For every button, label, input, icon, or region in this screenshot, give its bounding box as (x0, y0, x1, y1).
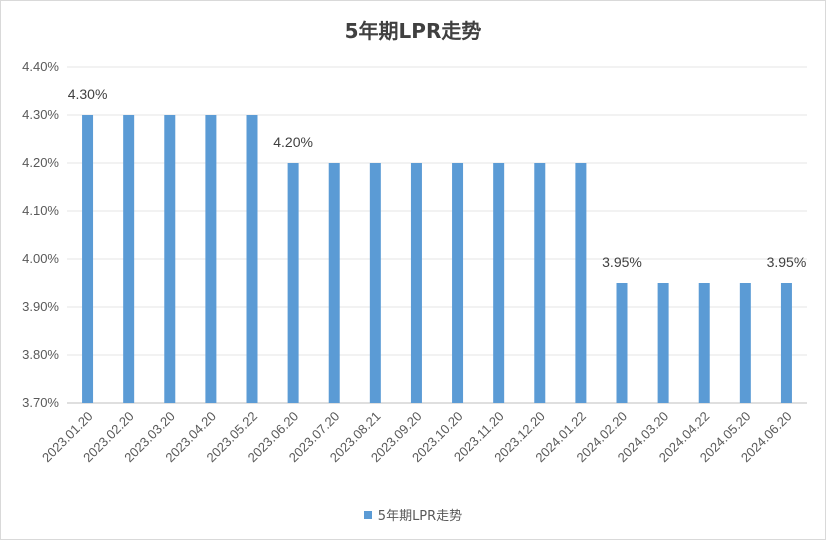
y-tick-label: 3.90% (22, 299, 59, 314)
data-label: 3.95% (602, 254, 642, 270)
bar (780, 283, 792, 403)
bar (82, 115, 94, 403)
y-tick-label: 4.20% (22, 155, 59, 170)
y-tick-label: 3.80% (22, 347, 59, 362)
legend: 5年期LPR走势 (1, 505, 825, 524)
y-tick-label: 4.40% (22, 59, 59, 74)
bar (410, 163, 422, 403)
y-tick-label: 4.10% (22, 203, 59, 218)
bar (205, 115, 217, 403)
y-tick-label: 4.00% (22, 251, 59, 266)
bar (328, 163, 340, 403)
bar (657, 283, 669, 403)
bar (739, 283, 751, 403)
data-label: 3.95% (767, 254, 807, 270)
bar (493, 163, 505, 403)
y-tick-label: 3.70% (22, 395, 59, 410)
y-tick-label: 4.30% (22, 107, 59, 122)
legend-swatch (363, 510, 372, 519)
bar (369, 163, 381, 403)
legend-label: 5年期LPR走势 (377, 509, 463, 524)
data-label: 4.20% (273, 134, 313, 150)
data-label: 4.30% (68, 86, 108, 102)
bar (123, 115, 135, 403)
bar (616, 283, 628, 403)
bar (575, 163, 587, 403)
bar (164, 115, 176, 403)
bar (287, 163, 299, 403)
bar (246, 115, 258, 403)
bar (452, 163, 464, 403)
bar (698, 283, 710, 403)
bar (534, 163, 546, 403)
chart-title: 5年期LPR走势 (344, 19, 482, 43)
